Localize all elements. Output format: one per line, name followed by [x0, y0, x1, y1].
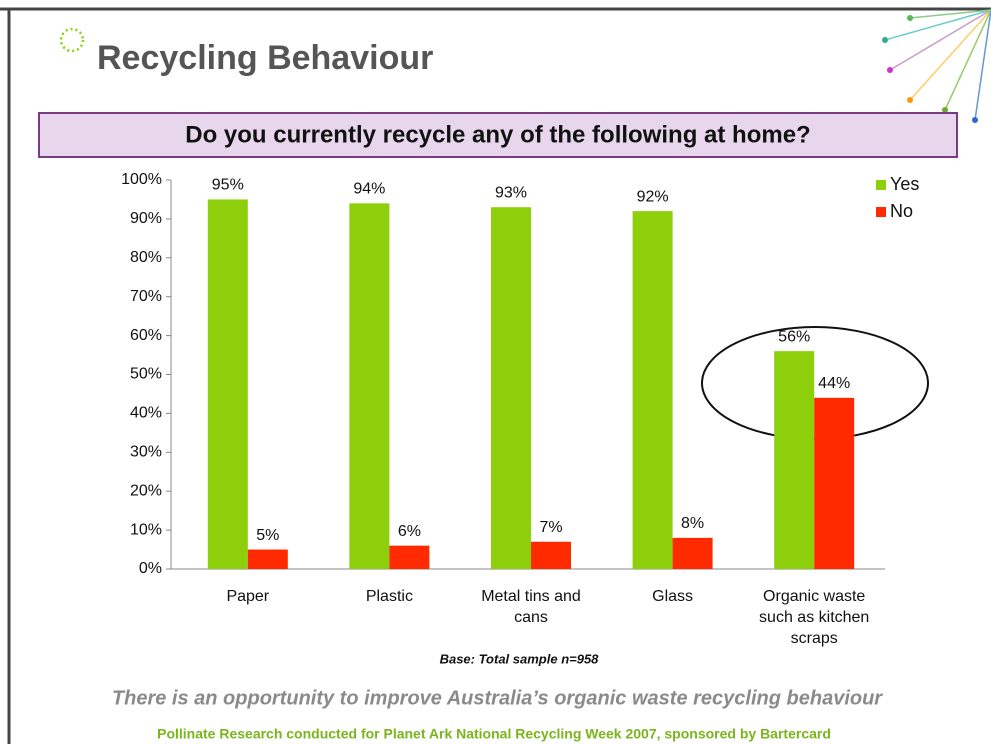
value-label: 7% — [539, 519, 562, 536]
value-label: 44% — [818, 375, 850, 392]
caption: There is an opportunity to improve Austr… — [112, 687, 883, 709]
y-tick-label: 70% — [130, 288, 162, 305]
y-tick-label: 80% — [130, 249, 162, 266]
y-tick-label: 40% — [130, 405, 162, 422]
question-box — [38, 112, 958, 158]
decoration — [882, 9, 991, 123]
chart-title: Do you currently recycle any of the foll… — [185, 121, 810, 148]
bar — [531, 541, 571, 569]
y-tick-label: 10% — [130, 521, 162, 538]
value-label: 95% — [212, 177, 244, 194]
slide-title: Recycling Behaviour — [97, 39, 433, 77]
logo-dots — [59, 27, 85, 53]
bar — [491, 207, 531, 570]
value-label: 8% — [681, 515, 704, 532]
bar — [207, 199, 248, 569]
credit: Pollinate Research conducted for Planet … — [157, 726, 831, 742]
value-label: 56% — [778, 328, 810, 345]
y-tick-label: 60% — [130, 327, 162, 344]
x-tick-label: Metal tins and cans — [481, 588, 581, 626]
bar — [349, 203, 390, 569]
bar — [389, 545, 430, 569]
legend-label: Yes — [890, 174, 919, 194]
x-tick-label: Paper — [226, 588, 270, 605]
value-label: 6% — [398, 523, 421, 540]
y-tick-label: 0% — [139, 560, 162, 577]
x-tick-label: Glass — [652, 588, 694, 605]
value-label: 92% — [637, 188, 669, 205]
x-tick-label: Plastic — [365, 588, 413, 605]
bar — [814, 397, 855, 569]
value-label: 93% — [495, 184, 527, 201]
value-label: 94% — [353, 181, 385, 198]
bar — [774, 351, 815, 569]
y-tick-label: 50% — [130, 366, 162, 383]
legend-swatch — [876, 180, 886, 190]
y-tick-label: 100% — [121, 171, 162, 188]
bar — [672, 537, 713, 569]
y-tick-label: 30% — [130, 444, 162, 461]
value-label: 5% — [256, 527, 279, 544]
bar — [247, 549, 288, 569]
bar — [632, 211, 673, 569]
legend-label: No — [890, 201, 913, 221]
y-tick-label: 90% — [130, 210, 162, 227]
x-tick-label: Organic waste such as kitchen scraps — [759, 588, 870, 647]
base-note: Base: Total sample n=958 — [440, 651, 600, 666]
legend-swatch — [876, 207, 886, 217]
y-tick-label: 20% — [130, 482, 162, 499]
